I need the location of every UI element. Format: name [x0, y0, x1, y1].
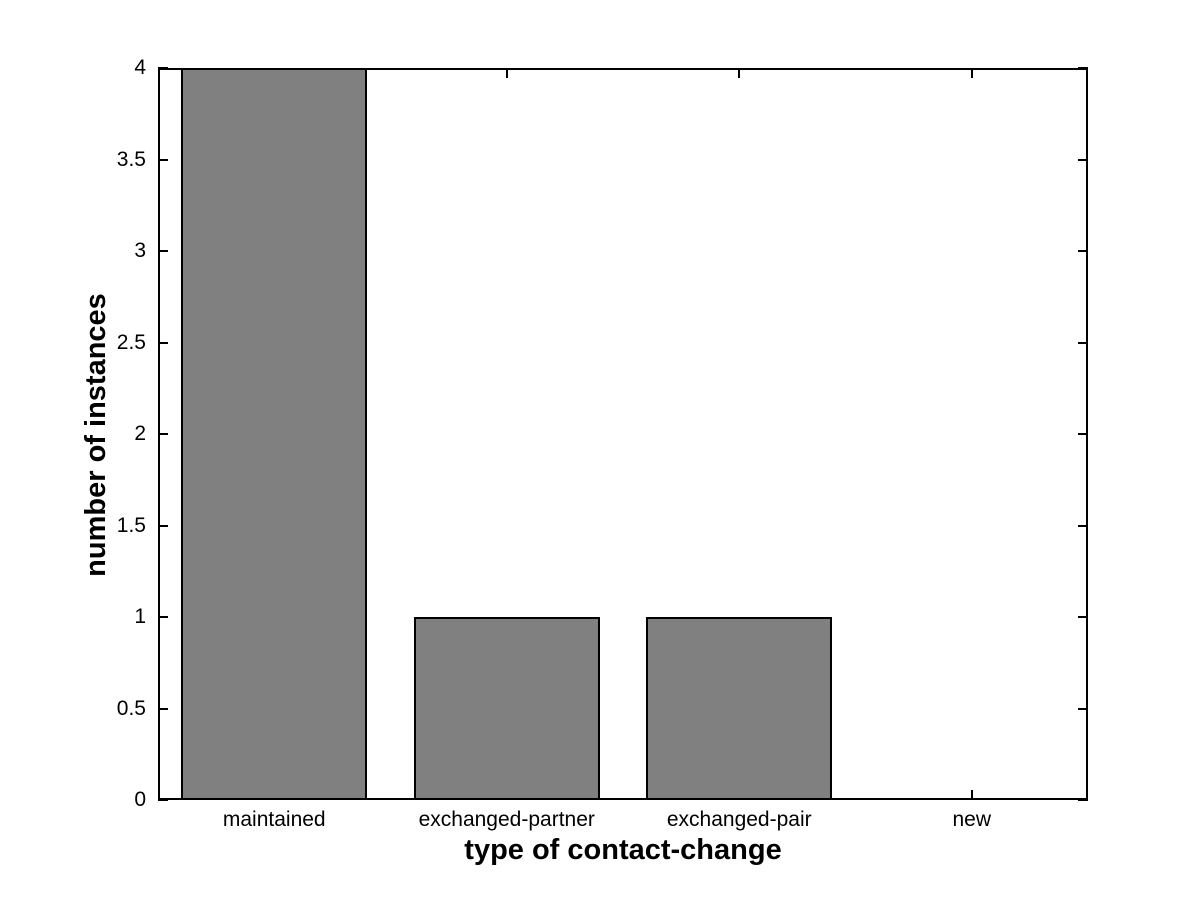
y-axis-tick-label: 4 [134, 56, 146, 79]
x-axis-tick-label: exchanged-pair [666, 808, 812, 831]
y-axis-tick-label: 1.5 [116, 513, 146, 537]
y-axis-tick-left [158, 158, 168, 161]
y-axis-tick-right [1078, 616, 1088, 618]
x-axis-tick-top [970, 68, 973, 78]
y-axis-tick-right [1078, 158, 1088, 161]
bar [646, 617, 833, 800]
y-axis-tick-right [1078, 799, 1088, 801]
y-axis-tick-label: 0.5 [116, 696, 146, 720]
y-axis-tick-label: 2 [134, 422, 146, 445]
y-axis-tick-left [158, 341, 168, 344]
y-axis-tick-right [1078, 707, 1088, 710]
y-axis-tick-label: 3 [134, 239, 146, 262]
y-axis-tick-left [158, 433, 168, 435]
x-axis-tick-label: new [952, 808, 992, 831]
y-axis-tick-left [158, 707, 168, 710]
y-axis-tick-right [1078, 67, 1088, 69]
x-axis-tick-top [738, 68, 741, 78]
x-axis-label: type of contact-change [464, 834, 782, 866]
bar [413, 617, 600, 800]
y-axis-tick-right [1078, 524, 1088, 527]
y-axis-tick-label: 1 [134, 605, 146, 628]
x-axis-tick-label: exchanged-partner [418, 808, 595, 831]
x-axis-tick-label: maintained [222, 808, 326, 831]
x-axis-tick-top [505, 68, 508, 78]
bar [181, 68, 368, 800]
y-axis-tick-label: 3.5 [116, 147, 146, 171]
y-axis-tick-left [158, 616, 168, 618]
y-axis-tick-right [1078, 250, 1088, 252]
y-axis-tick-right [1078, 433, 1088, 435]
y-axis-tick-left [158, 799, 168, 801]
y-axis-tick-label: 2.5 [116, 330, 146, 354]
y-axis-tick-left [158, 524, 168, 527]
y-axis-tick-left [158, 250, 168, 252]
x-axis-tick-bottom [970, 790, 973, 800]
y-axis-tick-left [158, 67, 168, 69]
y-axis-tick-label: 0 [134, 788, 146, 811]
y-axis-tick-right [1078, 341, 1088, 344]
